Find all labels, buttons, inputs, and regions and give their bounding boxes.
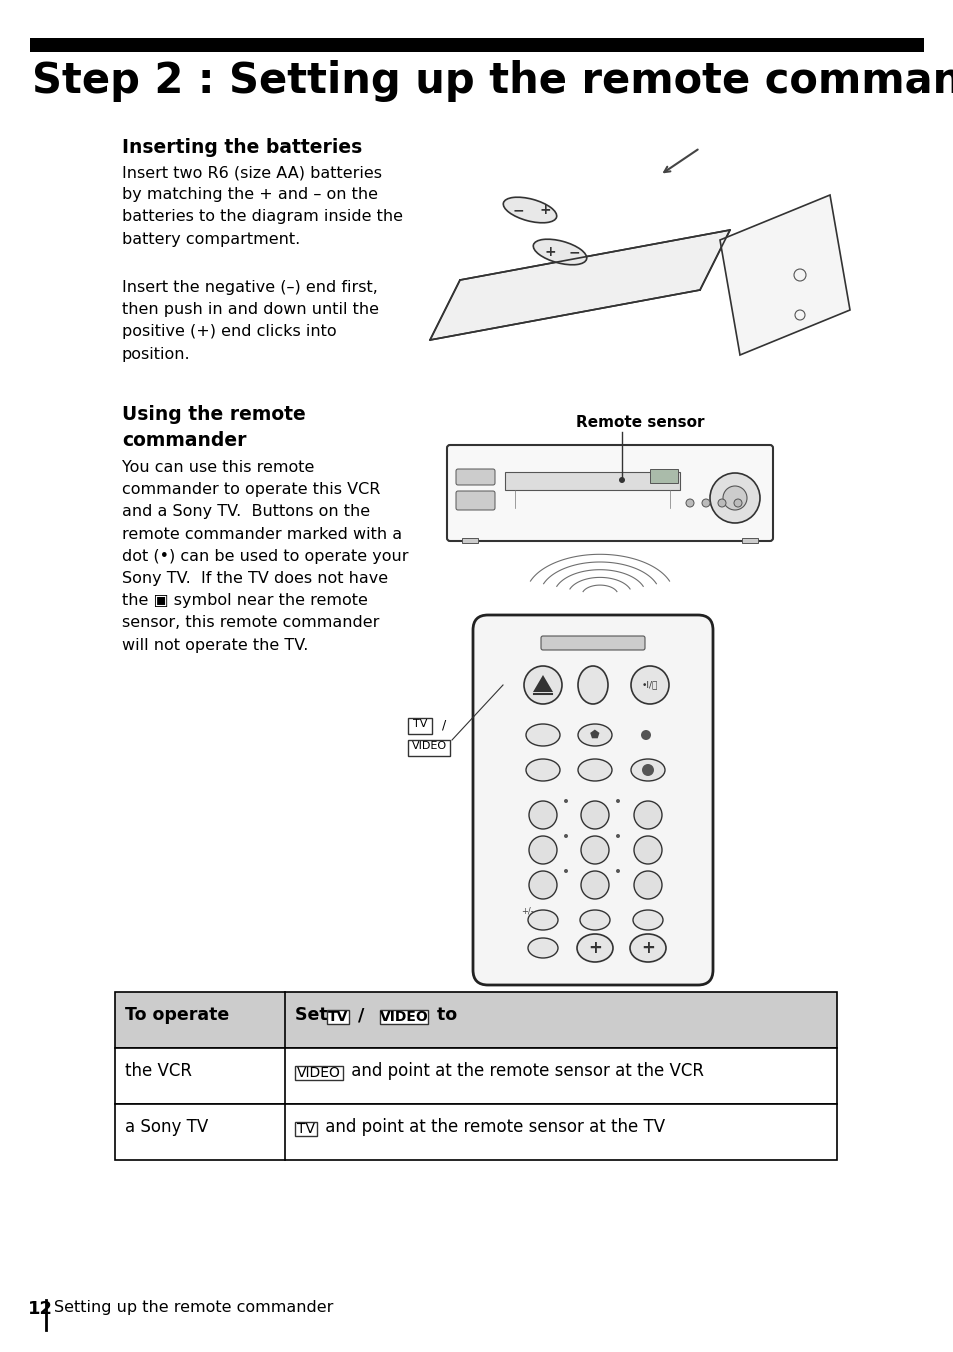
Bar — [461, 538, 477, 544]
Text: VIDEO: VIDEO — [379, 1010, 428, 1023]
Bar — [30, 38, 923, 51]
Text: Insert two R6 (size AA) batteries
by matching the + and – on the
batteries to th: Insert two R6 (size AA) batteries by mat… — [122, 165, 402, 246]
Circle shape — [580, 871, 608, 899]
Text: Insert the negative (–) end first,
then push in and down until the
positive (+) : Insert the negative (–) end first, then … — [122, 280, 378, 361]
Ellipse shape — [527, 910, 558, 930]
Text: VIDEO: VIDEO — [411, 741, 446, 750]
Text: a Sony TV: a Sony TV — [125, 1118, 208, 1136]
Ellipse shape — [630, 758, 664, 781]
Text: −: − — [512, 203, 523, 218]
Text: /: / — [352, 1006, 370, 1023]
Circle shape — [616, 834, 619, 838]
Ellipse shape — [527, 938, 558, 959]
Bar — [741, 538, 758, 544]
Text: Setting up the remote commander: Setting up the remote commander — [54, 1301, 333, 1315]
Circle shape — [634, 871, 661, 899]
Circle shape — [618, 477, 624, 483]
Text: VIDEO: VIDEO — [296, 1065, 340, 1080]
FancyBboxPatch shape — [456, 491, 495, 510]
Text: /: / — [437, 718, 446, 731]
Circle shape — [634, 800, 661, 829]
Ellipse shape — [578, 667, 607, 704]
Text: ⬟: ⬟ — [590, 730, 599, 740]
Text: You can use this remote
commander to operate this VCR
and a Sony TV.  Buttons on: You can use this remote commander to ope… — [122, 460, 408, 653]
Polygon shape — [533, 675, 553, 692]
Circle shape — [616, 869, 619, 873]
Text: to: to — [431, 1006, 456, 1023]
Circle shape — [563, 799, 567, 803]
Text: Set: Set — [294, 1006, 334, 1023]
Text: TV: TV — [413, 719, 427, 729]
FancyBboxPatch shape — [456, 469, 495, 485]
Ellipse shape — [629, 934, 665, 963]
Bar — [649, 469, 678, 483]
Ellipse shape — [578, 725, 612, 746]
Text: Inserting the batteries: Inserting the batteries — [122, 138, 362, 157]
Polygon shape — [430, 230, 729, 339]
Bar — [115, 1105, 836, 1160]
Ellipse shape — [579, 910, 609, 930]
Ellipse shape — [525, 758, 559, 781]
Circle shape — [529, 800, 557, 829]
Text: the VCR: the VCR — [125, 1063, 192, 1080]
Text: Remote sensor: Remote sensor — [576, 415, 703, 430]
FancyBboxPatch shape — [473, 615, 712, 986]
Text: TV: TV — [328, 1010, 348, 1023]
FancyBboxPatch shape — [540, 635, 644, 650]
Text: Step 2 : Setting up the remote commander: Step 2 : Setting up the remote commander — [32, 59, 953, 101]
Ellipse shape — [523, 667, 561, 704]
Ellipse shape — [503, 197, 557, 223]
Ellipse shape — [525, 725, 559, 746]
Ellipse shape — [630, 667, 668, 704]
Text: TV: TV — [296, 1122, 314, 1136]
Bar — [115, 992, 836, 1048]
FancyBboxPatch shape — [447, 445, 772, 541]
Circle shape — [580, 800, 608, 829]
Bar — [294, 1122, 316, 1136]
Circle shape — [529, 836, 557, 864]
Ellipse shape — [533, 239, 586, 265]
Circle shape — [722, 485, 746, 510]
Circle shape — [718, 499, 725, 507]
Circle shape — [563, 834, 567, 838]
Bar — [504, 472, 679, 489]
Text: •I/⌛: •I/⌛ — [641, 680, 658, 690]
Circle shape — [733, 499, 741, 507]
Circle shape — [701, 499, 709, 507]
Text: +: + — [587, 940, 601, 957]
Bar — [294, 1065, 343, 1080]
Bar — [327, 1010, 349, 1023]
Bar — [115, 1048, 836, 1105]
Ellipse shape — [578, 758, 612, 781]
Text: 12: 12 — [28, 1301, 53, 1318]
Bar — [379, 1010, 428, 1023]
Circle shape — [580, 836, 608, 864]
Text: +: + — [543, 245, 556, 260]
Circle shape — [529, 871, 557, 899]
Text: −: − — [568, 245, 579, 260]
Bar — [408, 740, 450, 756]
Ellipse shape — [577, 934, 613, 963]
Circle shape — [634, 836, 661, 864]
Text: To operate: To operate — [125, 1006, 229, 1023]
Text: and point at the remote sensor at the TV: and point at the remote sensor at the TV — [319, 1118, 664, 1136]
Ellipse shape — [633, 910, 662, 930]
Text: +/-: +/- — [521, 907, 534, 917]
Text: and point at the remote sensor at the VCR: and point at the remote sensor at the VC… — [346, 1063, 703, 1080]
Circle shape — [616, 799, 619, 803]
Bar — [408, 718, 432, 734]
Circle shape — [709, 473, 760, 523]
Circle shape — [640, 730, 650, 740]
Text: +: + — [538, 203, 550, 218]
Circle shape — [563, 869, 567, 873]
Circle shape — [641, 764, 654, 776]
Text: Using the remote
commander: Using the remote commander — [122, 406, 305, 450]
Polygon shape — [720, 195, 849, 356]
Circle shape — [685, 499, 693, 507]
Text: +: + — [640, 940, 655, 957]
